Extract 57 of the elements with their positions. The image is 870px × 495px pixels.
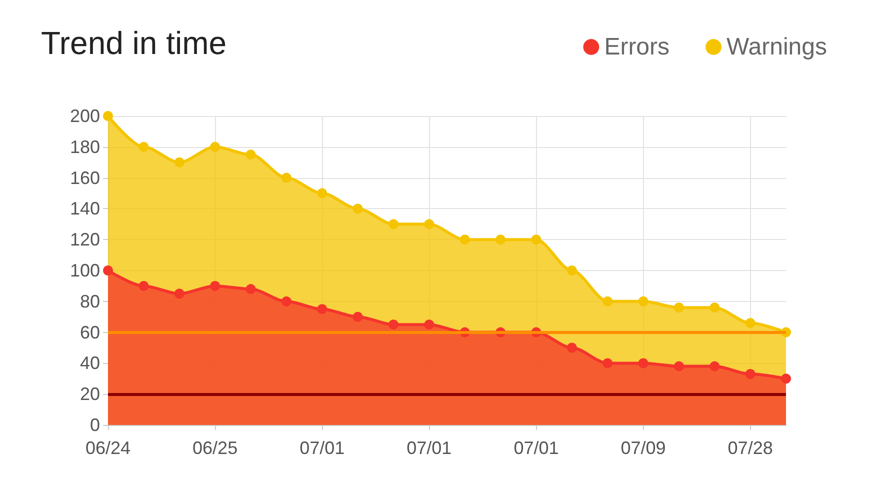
point bbox=[638, 296, 648, 306]
point bbox=[566, 342, 577, 353]
point bbox=[281, 296, 292, 306]
point bbox=[388, 320, 398, 330]
x-tick-label: 07/01 bbox=[300, 438, 345, 458]
x-tick-label: 06/25 bbox=[192, 438, 238, 458]
y-tick-label: 200 bbox=[70, 106, 100, 126]
point bbox=[460, 234, 470, 245]
point bbox=[710, 361, 720, 372]
point bbox=[781, 374, 791, 384]
y-tick-label: 180 bbox=[70, 136, 100, 157]
point bbox=[281, 172, 292, 183]
y-tick-label: 80 bbox=[80, 291, 100, 312]
y-tick-label: 140 bbox=[70, 198, 100, 219]
x-tick-label: 07/28 bbox=[728, 438, 773, 458]
y-tick-label: 120 bbox=[70, 230, 100, 250]
point bbox=[674, 302, 684, 313]
point bbox=[246, 150, 256, 160]
point bbox=[566, 266, 577, 276]
y-tick-label: 20 bbox=[80, 384, 100, 404]
y-tick-label: 100 bbox=[70, 260, 100, 280]
point bbox=[602, 296, 613, 306]
legend-label: Warnings bbox=[726, 34, 828, 60]
point bbox=[174, 157, 184, 168]
point bbox=[674, 361, 684, 372]
point bbox=[531, 234, 542, 245]
point bbox=[602, 358, 613, 368]
y-tick-label: 60 bbox=[80, 322, 100, 342]
point bbox=[317, 188, 328, 198]
point bbox=[246, 284, 256, 294]
point bbox=[138, 280, 149, 291]
point bbox=[424, 320, 434, 330]
legend-label: Errors bbox=[604, 34, 670, 60]
point bbox=[710, 302, 720, 313]
point bbox=[352, 204, 363, 214]
point bbox=[174, 288, 184, 299]
y-tick-label: 0 bbox=[90, 415, 100, 435]
point bbox=[317, 304, 328, 314]
point bbox=[103, 111, 113, 121]
point bbox=[388, 219, 398, 230]
point bbox=[138, 142, 149, 152]
point bbox=[103, 266, 113, 276]
point bbox=[352, 312, 363, 322]
y-tick-label: 40 bbox=[80, 353, 100, 374]
x-tick-label: 07/01 bbox=[406, 438, 452, 458]
x-tick-label: 07/09 bbox=[620, 438, 666, 458]
point bbox=[496, 234, 506, 245]
x-tick-label: 06/24 bbox=[85, 438, 131, 458]
y-tick-label: 160 bbox=[70, 168, 100, 188]
chart-title: Trend in time bbox=[41, 25, 227, 61]
point bbox=[210, 142, 220, 152]
point bbox=[424, 219, 434, 230]
x-tick-label: 07/01 bbox=[514, 438, 559, 458]
point bbox=[638, 358, 648, 368]
point bbox=[210, 280, 220, 291]
point bbox=[745, 318, 756, 328]
point bbox=[745, 369, 756, 380]
